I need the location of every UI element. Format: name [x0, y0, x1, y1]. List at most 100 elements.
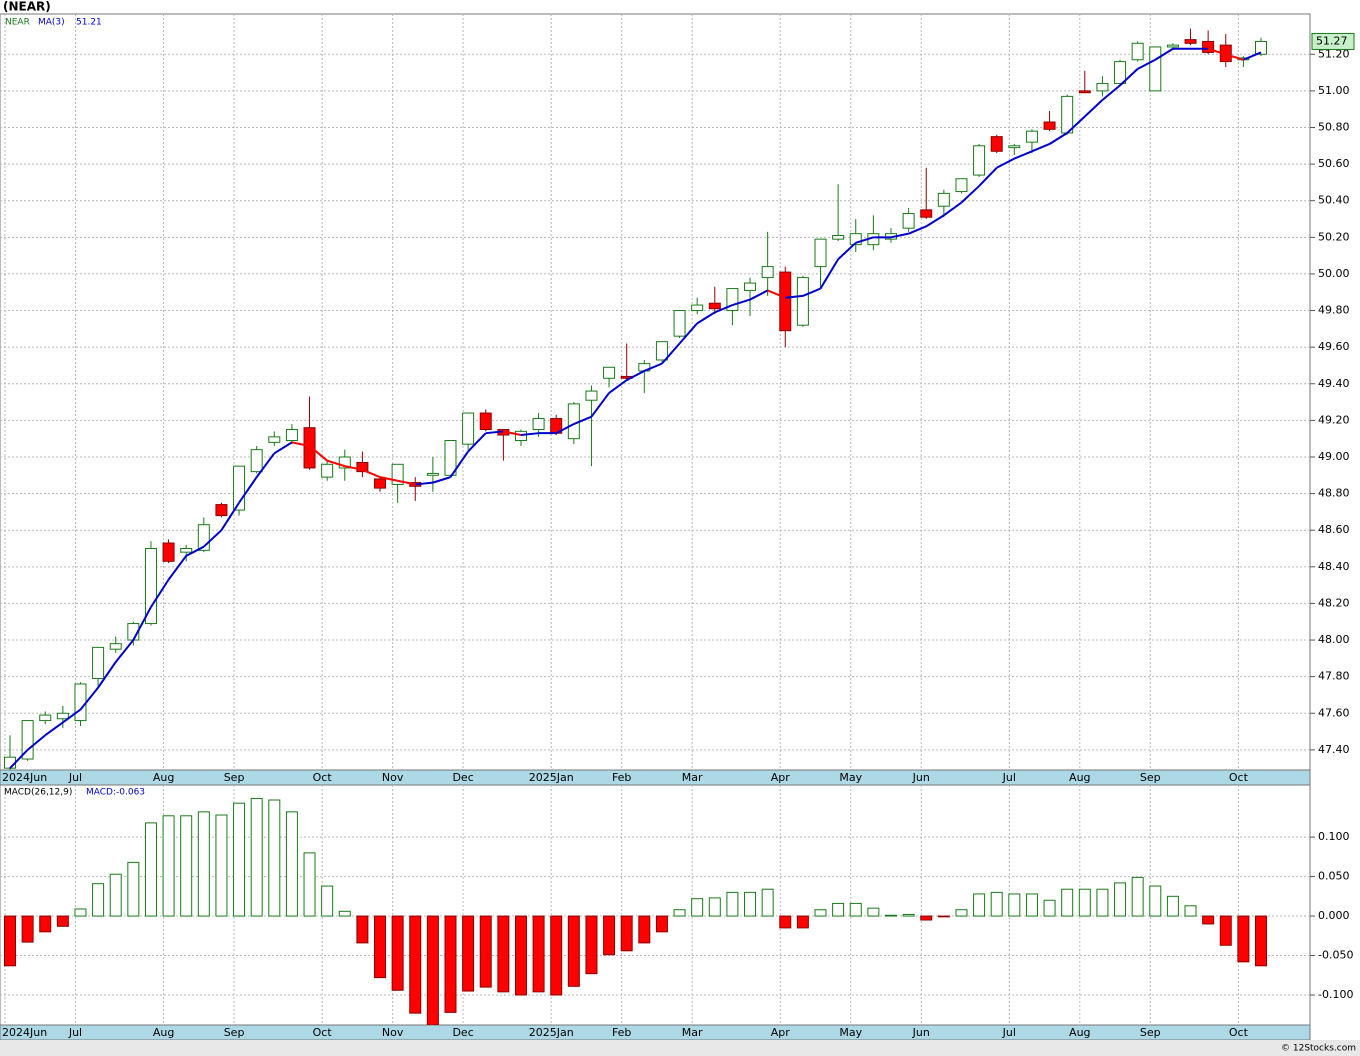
y-tick-label: 0.050 — [1318, 870, 1350, 883]
candle-body — [708, 302, 721, 310]
x-tick-label: Apr — [771, 771, 791, 784]
ma-line — [1049, 132, 1068, 145]
x-tick-label: Sep — [224, 771, 245, 784]
x-tick-label: Oct — [313, 771, 333, 784]
ma-line — [26, 734, 46, 751]
macd-bar — [162, 815, 175, 917]
x-tick-label: Aug — [1069, 771, 1090, 784]
ma-line — [978, 167, 998, 187]
candle-body — [1131, 42, 1144, 61]
y-tick-label: 48.60 — [1318, 523, 1350, 536]
macd-bar — [197, 811, 210, 917]
macd-bar — [884, 914, 897, 917]
ma-line — [1225, 53, 1244, 61]
x-tick-label: Aug — [153, 771, 174, 784]
candle-body — [197, 524, 210, 551]
y-tick-label: 0.000 — [1318, 909, 1350, 922]
candle-body — [796, 277, 809, 326]
candle-body — [374, 478, 387, 489]
macd-bar — [356, 915, 369, 944]
macd-bar — [1255, 915, 1267, 967]
candle-body — [973, 145, 986, 176]
macd-bar — [144, 822, 157, 917]
y-tick-label: 47.80 — [1318, 670, 1350, 683]
ma-line — [696, 311, 716, 325]
ma-line — [62, 708, 82, 724]
candle-body — [285, 429, 298, 442]
ma-line — [1137, 58, 1156, 70]
ma-line — [661, 342, 681, 365]
ma-line — [1154, 47, 1174, 61]
macd-bar — [21, 915, 34, 943]
candle-body — [514, 430, 527, 442]
macd-bar — [268, 799, 281, 917]
y-tick-label: 48.40 — [1318, 560, 1350, 573]
ma-line — [555, 423, 575, 435]
ma-line — [608, 379, 628, 394]
x-tick-label: Feb — [612, 1026, 631, 1039]
ma-line — [890, 232, 909, 239]
ma-line — [643, 362, 663, 372]
y-tick-label: 51.00 — [1318, 84, 1350, 97]
ma-line — [255, 452, 276, 478]
macd-bar — [849, 902, 862, 917]
ma-line — [220, 502, 240, 531]
ma-line — [1242, 51, 1262, 61]
y-tick-label: 48.00 — [1318, 633, 1350, 646]
legend-entry: NEAR — [5, 18, 30, 28]
chart-title: (NEAR) — [3, 0, 51, 14]
candle-body — [691, 304, 704, 312]
ma-line — [837, 242, 857, 261]
macd-bar — [902, 913, 915, 917]
ma-line — [415, 481, 433, 486]
candle-body — [92, 646, 105, 679]
ma-line — [1031, 143, 1050, 153]
macd-bar — [514, 915, 527, 996]
ma-line — [9, 749, 29, 769]
x-tick-label: Dec — [452, 771, 473, 784]
macd-bar — [39, 915, 52, 933]
ma-line — [97, 661, 117, 689]
macd-bar — [1061, 888, 1074, 917]
ma-line — [362, 468, 381, 479]
macd-bar — [832, 902, 845, 917]
ma-line — [767, 289, 786, 299]
candle-body — [303, 427, 316, 469]
ma-line — [397, 479, 416, 486]
candle-body — [268, 436, 281, 443]
macd-bar — [444, 915, 457, 1013]
ma-line — [590, 392, 610, 418]
candle-body — [920, 209, 933, 218]
candle-body — [1184, 39, 1197, 44]
ma-line — [1101, 84, 1121, 101]
macd-bar — [691, 898, 704, 917]
candle-body — [1043, 121, 1056, 130]
candle-body — [655, 341, 668, 361]
x-tick-label: Feb — [612, 771, 631, 784]
y-tick-label: 0.100 — [1318, 830, 1350, 843]
ma-line — [678, 322, 698, 345]
y-tick-label: 49.00 — [1318, 450, 1350, 463]
candle-body — [250, 449, 263, 473]
macd-bar — [567, 915, 580, 987]
y-tick-label: 49.80 — [1318, 304, 1350, 317]
macd-panel — [0, 784, 1311, 1026]
ma-line — [573, 415, 592, 425]
macd-bar — [585, 915, 598, 975]
macd-bar — [1096, 888, 1109, 917]
candle-body — [462, 412, 475, 445]
footer-band — [0, 1040, 1360, 1056]
macd-bar — [867, 907, 880, 917]
macd-bar — [973, 893, 986, 917]
ma-line — [714, 304, 733, 314]
candle-body — [1008, 145, 1021, 149]
x-tick-label: Oct — [313, 1026, 333, 1039]
candle-body — [744, 282, 757, 291]
candle-body — [1166, 44, 1179, 48]
ma-line — [855, 236, 874, 244]
macd-bar — [92, 883, 105, 917]
candle-body — [779, 271, 792, 332]
candle-body — [338, 456, 351, 469]
macd-bar — [479, 915, 492, 988]
